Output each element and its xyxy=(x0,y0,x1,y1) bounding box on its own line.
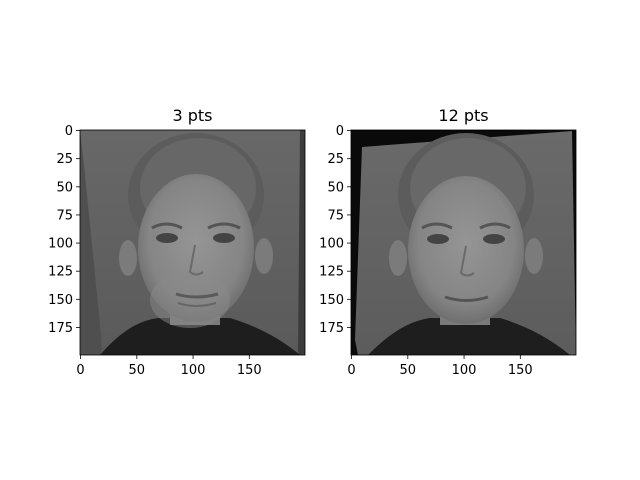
subplot-title-3pts: 3 pts xyxy=(172,106,212,125)
y-tick-label-3pts-175: 175 xyxy=(48,321,73,336)
y-tick-label-12pts-100: 100 xyxy=(319,237,344,252)
axes-frame-3pts xyxy=(79,129,306,356)
subplot-3pts: 3 pts 0 50 100 150 0 25 50 75 100 125 150 175 xyxy=(48,106,306,378)
x-tick-label-3pts-100: 100 xyxy=(181,363,206,378)
x-tick-label-12pts-50: 50 xyxy=(400,363,417,378)
y-tick-label-3pts-75: 75 xyxy=(56,208,73,223)
face-image-3pts xyxy=(80,130,305,355)
y-tick-label-12pts-25: 25 xyxy=(327,152,344,167)
axes-frame-12pts xyxy=(350,129,577,356)
subplot-title-12pts: 12 pts xyxy=(438,106,488,125)
y-tick-label-3pts-0: 0 xyxy=(65,124,73,139)
y-tick-label-12pts-75: 75 xyxy=(327,208,344,223)
face-image-12pts xyxy=(351,130,576,355)
x-tick-label-3pts-50: 50 xyxy=(129,363,146,378)
x-tick-label-12pts-100: 100 xyxy=(452,363,477,378)
y-tick-label-3pts-25: 25 xyxy=(56,152,73,167)
x-tick-label-3pts-150: 150 xyxy=(237,363,262,378)
y-tick-label-12pts-125: 125 xyxy=(319,265,344,280)
ticks-12pts: 0 50 100 150 0 25 50 75 100 125 150 175 xyxy=(319,124,533,378)
y-tick-label-12pts-150: 150 xyxy=(319,293,344,308)
y-tick-label-3pts-50: 50 xyxy=(56,180,73,195)
x-tick-label-12pts-150: 150 xyxy=(508,363,533,378)
y-tick-label-3pts-125: 125 xyxy=(48,265,73,280)
x-tick-label-3pts-0: 0 xyxy=(76,363,84,378)
y-tick-label-12pts-175: 175 xyxy=(319,321,344,336)
subplot-12pts: 12 pts 0 50 100 150 0 25 50 75 100 125 150 175 xyxy=(319,106,577,378)
y-tick-label-12pts-0: 0 xyxy=(336,124,344,139)
ticks-3pts: 0 50 100 150 0 25 50 75 100 125 150 175 xyxy=(48,124,262,378)
y-tick-label-12pts-50: 50 xyxy=(327,180,344,195)
x-tick-label-12pts-0: 0 xyxy=(347,363,355,378)
y-tick-label-3pts-150: 150 xyxy=(48,293,73,308)
y-tick-label-3pts-100: 100 xyxy=(48,237,73,252)
